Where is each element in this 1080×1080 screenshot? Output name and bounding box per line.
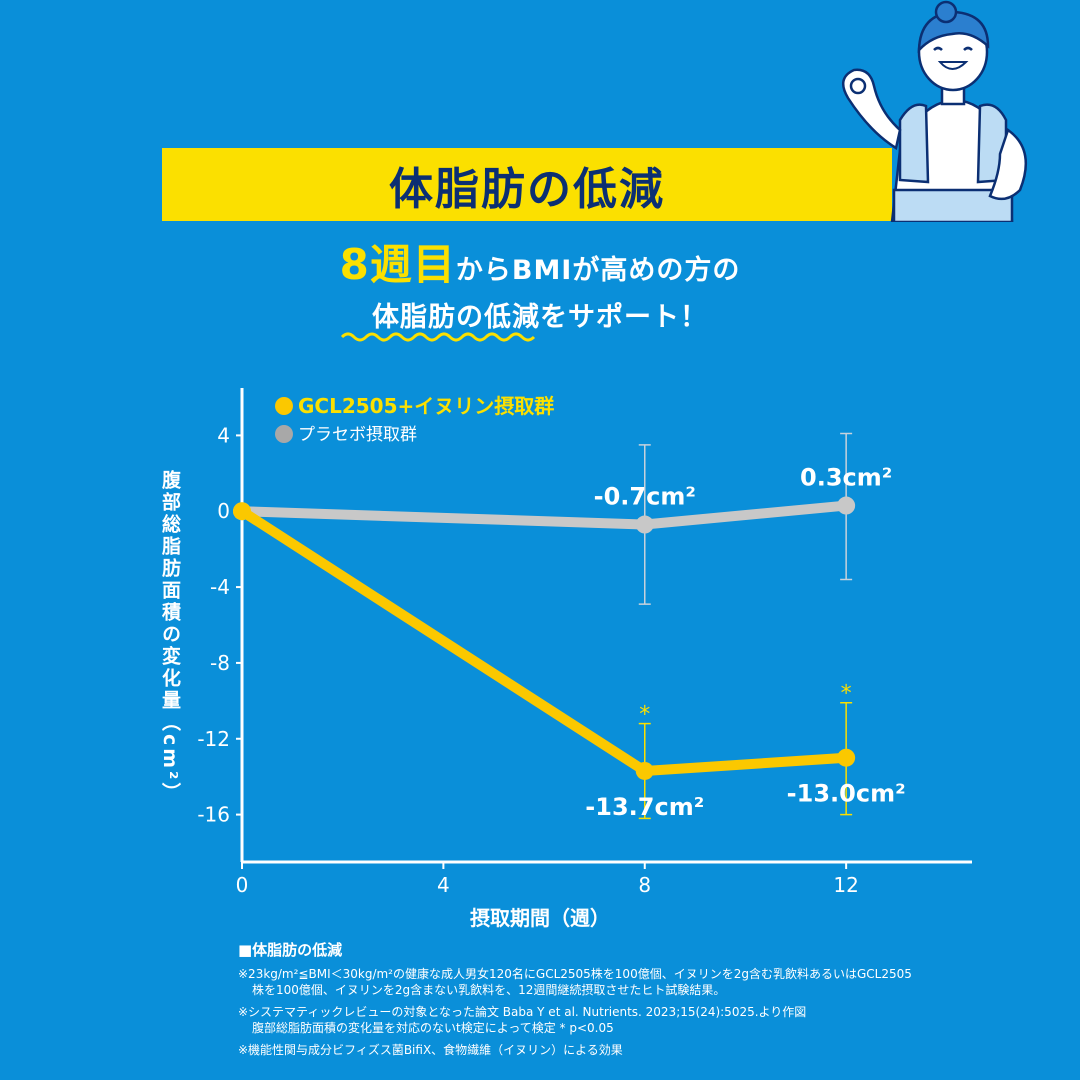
headline-emphasis: 8週目	[339, 240, 456, 289]
headline-line1: からBMIが高めの方の	[455, 255, 741, 286]
woman-ok-sign-illustration	[841, 0, 1028, 222]
wavy-underline	[340, 332, 536, 342]
y-tick-label: -12	[197, 727, 230, 751]
fat-area-line-chart: 4 0 -4 -8 -12 -16 0 4 8 12 * * -0.7cm² 0.3cm² -13.7cm²…	[197, 388, 972, 897]
treatment-line	[237, 506, 852, 776]
treatment-data-label: -13.7cm²	[585, 793, 704, 821]
treatment-data-label: -13.0cm²	[787, 780, 906, 808]
placebo-data-label: 0.3cm²	[800, 464, 892, 492]
footnote-source-line2: 腹部総脂肪面積の変化量を対応のないt検定によって検定 * p<0.05	[252, 1021, 614, 1035]
headline-line2: 体脂肪の低減をサポート！	[372, 302, 708, 333]
title-banner	[162, 148, 892, 221]
significance-marker: *	[639, 703, 650, 728]
treatment-point	[635, 761, 654, 780]
banner-title: 体脂肪の低減	[389, 163, 665, 215]
y-tick-label: -4	[210, 575, 230, 599]
footnote-source: ※システマティックレビューの対象となった論文 Baba Y et al. Nut…	[238, 1004, 978, 1036]
notes-heading: ■体脂肪の低減	[238, 941, 343, 959]
headline: 8週目からBMIが高めの方の 体脂肪の低減をサポート！	[0, 240, 1080, 340]
placebo-point	[635, 515, 654, 534]
placebo-line	[237, 500, 852, 530]
footnotes: ■体脂肪の低減 ※23kg/m²≦BMI＜30kg/m²の健康な成人男女120名…	[238, 942, 978, 1064]
treatment-point	[837, 748, 856, 767]
x-axis-label: 摂取期間（週）	[470, 906, 610, 930]
footnote-study-line2: 株を100億個、イヌリンを2g含まない乳飲料を、12週間継続摂取させたヒト試験結…	[252, 983, 726, 997]
x-tick-label: 4	[437, 873, 450, 897]
y-tick-label: 0	[217, 499, 230, 523]
y-tick-label: -8	[210, 651, 230, 675]
x-tick-label: 0	[236, 873, 249, 897]
y-tick-label: -16	[197, 803, 230, 827]
legend-placebo-label: プラセボ摂取群	[298, 425, 417, 445]
legend-placebo-marker	[275, 425, 293, 443]
treatment-point	[233, 502, 251, 521]
x-tick-label: 12	[833, 873, 858, 897]
significance-marker: *	[841, 682, 852, 707]
placebo-point	[837, 496, 856, 515]
y-tick-label: 4	[217, 423, 230, 447]
footnote-study-line1: ※23kg/m²≦BMI＜30kg/m²の健康な成人男女120名にGCL2505…	[238, 967, 912, 981]
footnote-functional: ※機能性関与成分ビフィズス菌BifiX、食物繊維（イヌリン）による効果	[238, 1043, 623, 1057]
footnote-source-line1: ※システマティックレビューの対象となった論文 Baba Y et al. Nut…	[238, 1005, 807, 1019]
footnote-study: ※23kg/m²≦BMI＜30kg/m²の健康な成人男女120名にGCL2505…	[238, 966, 978, 998]
legend-treatment-marker	[275, 397, 293, 415]
placebo-data-label: -0.7cm²	[594, 483, 696, 511]
x-tick-label: 8	[638, 873, 651, 897]
legend-treatment-label: GCL2505+イヌリン摂取群	[298, 394, 554, 418]
y-axis-label: 腹部総脂肪面積の変化量（cm²）	[159, 470, 181, 805]
